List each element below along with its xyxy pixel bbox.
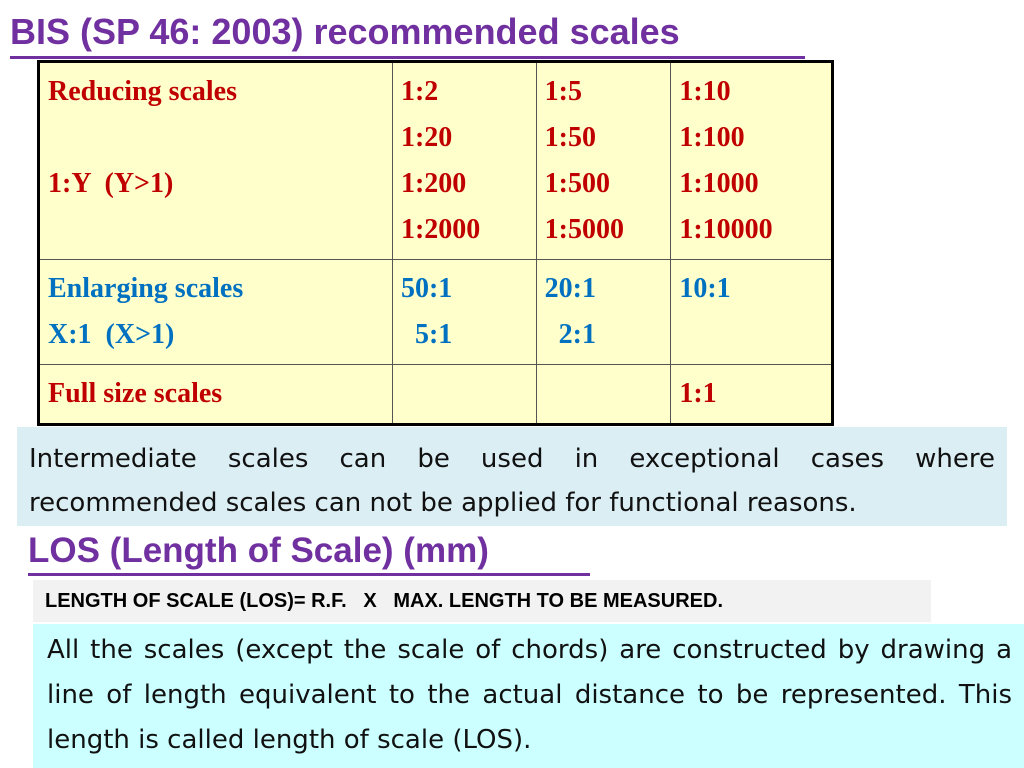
intermediate-scales-note: Intermediate scales can be used in excep…: [17, 427, 1007, 526]
scale-value: 1:100: [679, 122, 745, 153]
reducing-label-cell: Reducing scales 1:Y (Y>1): [38, 61, 393, 260]
scale-value: 50:1: [400, 273, 453, 304]
enlarging-col3: 10:1: [670, 259, 833, 365]
los-heading-underline: [28, 573, 590, 576]
reducing-col1: 1:2 1:20 1:200 1:2000: [391, 61, 537, 260]
los-heading: LOS (Length of Scale) (mm): [28, 531, 489, 570]
los-formula: LENGTH OF SCALE (LOS)= R.F. X MAX. LENGT…: [33, 580, 931, 622]
scale-value: 1:10000: [679, 214, 773, 245]
full-size-label: Full size scales: [48, 378, 223, 409]
empty-cell: [391, 364, 537, 425]
scale-value: 1:1000: [679, 168, 759, 199]
reducing-label: Reducing scales: [48, 76, 237, 107]
scale-value: 1:5: [544, 76, 582, 107]
scale-value: 1:500: [544, 168, 610, 199]
enlarging-col2: 20:1 2:1: [535, 259, 672, 365]
scale-value: 5:1: [400, 319, 453, 350]
los-explanation-text: All the scales (except the scale of chor…: [47, 635, 1012, 755]
scale-value: 1:2000: [400, 214, 481, 245]
reducing-row: Reducing scales 1:Y (Y>1) 1:2 1:20 1:200…: [38, 61, 833, 260]
scales-table: Reducing scales 1:Y (Y>1) 1:2 1:20 1:200…: [37, 60, 834, 426]
scale-value: 10:1: [679, 273, 731, 304]
scale-value: 1:5000: [544, 214, 624, 245]
intermediate-scales-text: Intermediate scales can be used in excep…: [29, 444, 995, 518]
full-size-row: Full size scales 1:1: [38, 364, 833, 425]
reducing-col2: 1:5 1:50 1:500 1:5000: [535, 61, 672, 260]
scale-value: 1:20: [400, 122, 453, 153]
page-title: BIS (SP 46: 2003) recommended scales: [10, 11, 680, 52]
full-size-label-cell: Full size scales: [38, 364, 393, 425]
enlarging-row: Enlarging scales X:1 (X>1) 50:1 5:1 20:1…: [38, 259, 833, 365]
scale-value: 20:1: [544, 273, 596, 304]
empty-cell: [535, 364, 672, 425]
enlarging-col1: 50:1 5:1: [391, 259, 537, 365]
scale-value: 1:200: [400, 168, 467, 199]
reducing-col3: 1:10 1:100 1:1000 1:10000: [670, 61, 833, 260]
scale-value: 2:1: [544, 319, 596, 350]
scale-value: 1:2: [400, 76, 439, 107]
enlarging-label: Enlarging scales: [48, 273, 244, 304]
full-size-col3: 1:1: [670, 364, 833, 425]
enlarging-label-cell: Enlarging scales X:1 (X>1): [38, 259, 393, 365]
scale-value: 1:50: [544, 122, 596, 153]
los-explanation-note: All the scales (except the scale of chor…: [33, 624, 1024, 768]
scale-value: 1:1: [679, 378, 717, 409]
scale-value: 1:10: [679, 76, 731, 107]
enlarging-formula: X:1 (X>1): [48, 319, 175, 350]
title-underline: [10, 56, 805, 59]
reducing-formula: 1:Y (Y>1): [48, 168, 174, 199]
